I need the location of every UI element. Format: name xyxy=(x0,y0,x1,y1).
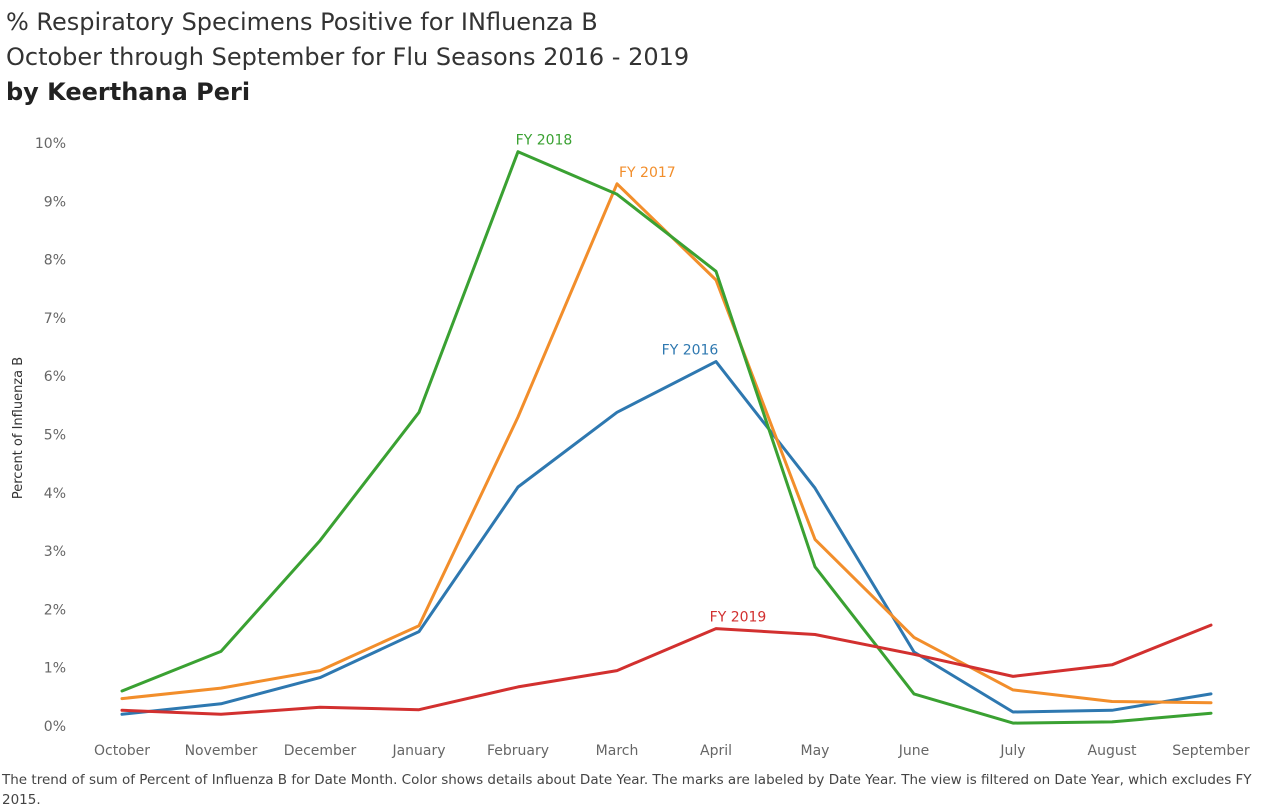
series-lines xyxy=(120,150,1213,725)
series-label-fy-2019: FY 2019 xyxy=(710,610,767,626)
x-tick-label: September xyxy=(1172,743,1250,759)
y-tick-label: 9% xyxy=(44,194,66,210)
series-line-fy-2019 xyxy=(120,623,1213,716)
chart-caption: The trend of sum of Percent of Influenza… xyxy=(2,772,1252,808)
series-line-fy-2017 xyxy=(120,182,1213,705)
chart-title: % Respiratory Specimens Positive for INf… xyxy=(6,8,598,36)
chart-author: by Keerthana Peri xyxy=(6,78,251,106)
series-line-fy-2016 xyxy=(120,360,1213,716)
series-label-fy-2017: FY 2017 xyxy=(619,165,676,181)
y-tick-label: 10% xyxy=(35,136,66,152)
y-tick-label: 5% xyxy=(44,428,66,444)
series-labels: FY 2016 FY 2017 FY 2018 FY 2019 xyxy=(516,133,767,626)
x-tick-label: November xyxy=(185,743,258,759)
y-tick-label: 4% xyxy=(44,486,66,502)
x-tick-label: February xyxy=(487,743,549,759)
y-tick-label: 0% xyxy=(44,719,66,735)
x-tick-label: June xyxy=(898,743,930,759)
line-chart: 0% 1% 2% 3% 4% 5% 6% 7% 8% 9% 10% October November D… xyxy=(11,133,1250,759)
x-tick-label: April xyxy=(700,743,732,759)
y-tick-label: 2% xyxy=(44,602,66,618)
y-tick-label: 7% xyxy=(44,311,66,327)
series-line-fy-2018 xyxy=(120,150,1213,725)
x-tick-label: March xyxy=(596,743,639,759)
y-tick-label: 1% xyxy=(44,661,66,677)
y-tick-label: 6% xyxy=(44,369,66,385)
x-tick-label: January xyxy=(391,743,445,759)
series-label-fy-2018: FY 2018 xyxy=(516,133,573,149)
x-tick-label: May xyxy=(801,743,830,759)
x-tick-label: August xyxy=(1088,743,1138,759)
y-tick-label: 3% xyxy=(44,544,66,560)
x-axis-ticks: October November December January February Ma… xyxy=(94,743,1250,759)
x-tick-label: December xyxy=(284,743,357,759)
x-tick-label: October xyxy=(94,743,150,759)
y-axis-ticks: 0% 1% 2% 3% 4% 5% 6% 7% 8% 9% 10% xyxy=(35,136,66,735)
series-label-fy-2016: FY 2016 xyxy=(662,343,719,359)
y-tick-label: 8% xyxy=(44,253,66,269)
chart-subtitle: October through September for Flu Season… xyxy=(6,43,690,71)
x-tick-label: July xyxy=(999,743,1025,759)
y-axis-label: Percent of Influenza B xyxy=(11,357,26,499)
